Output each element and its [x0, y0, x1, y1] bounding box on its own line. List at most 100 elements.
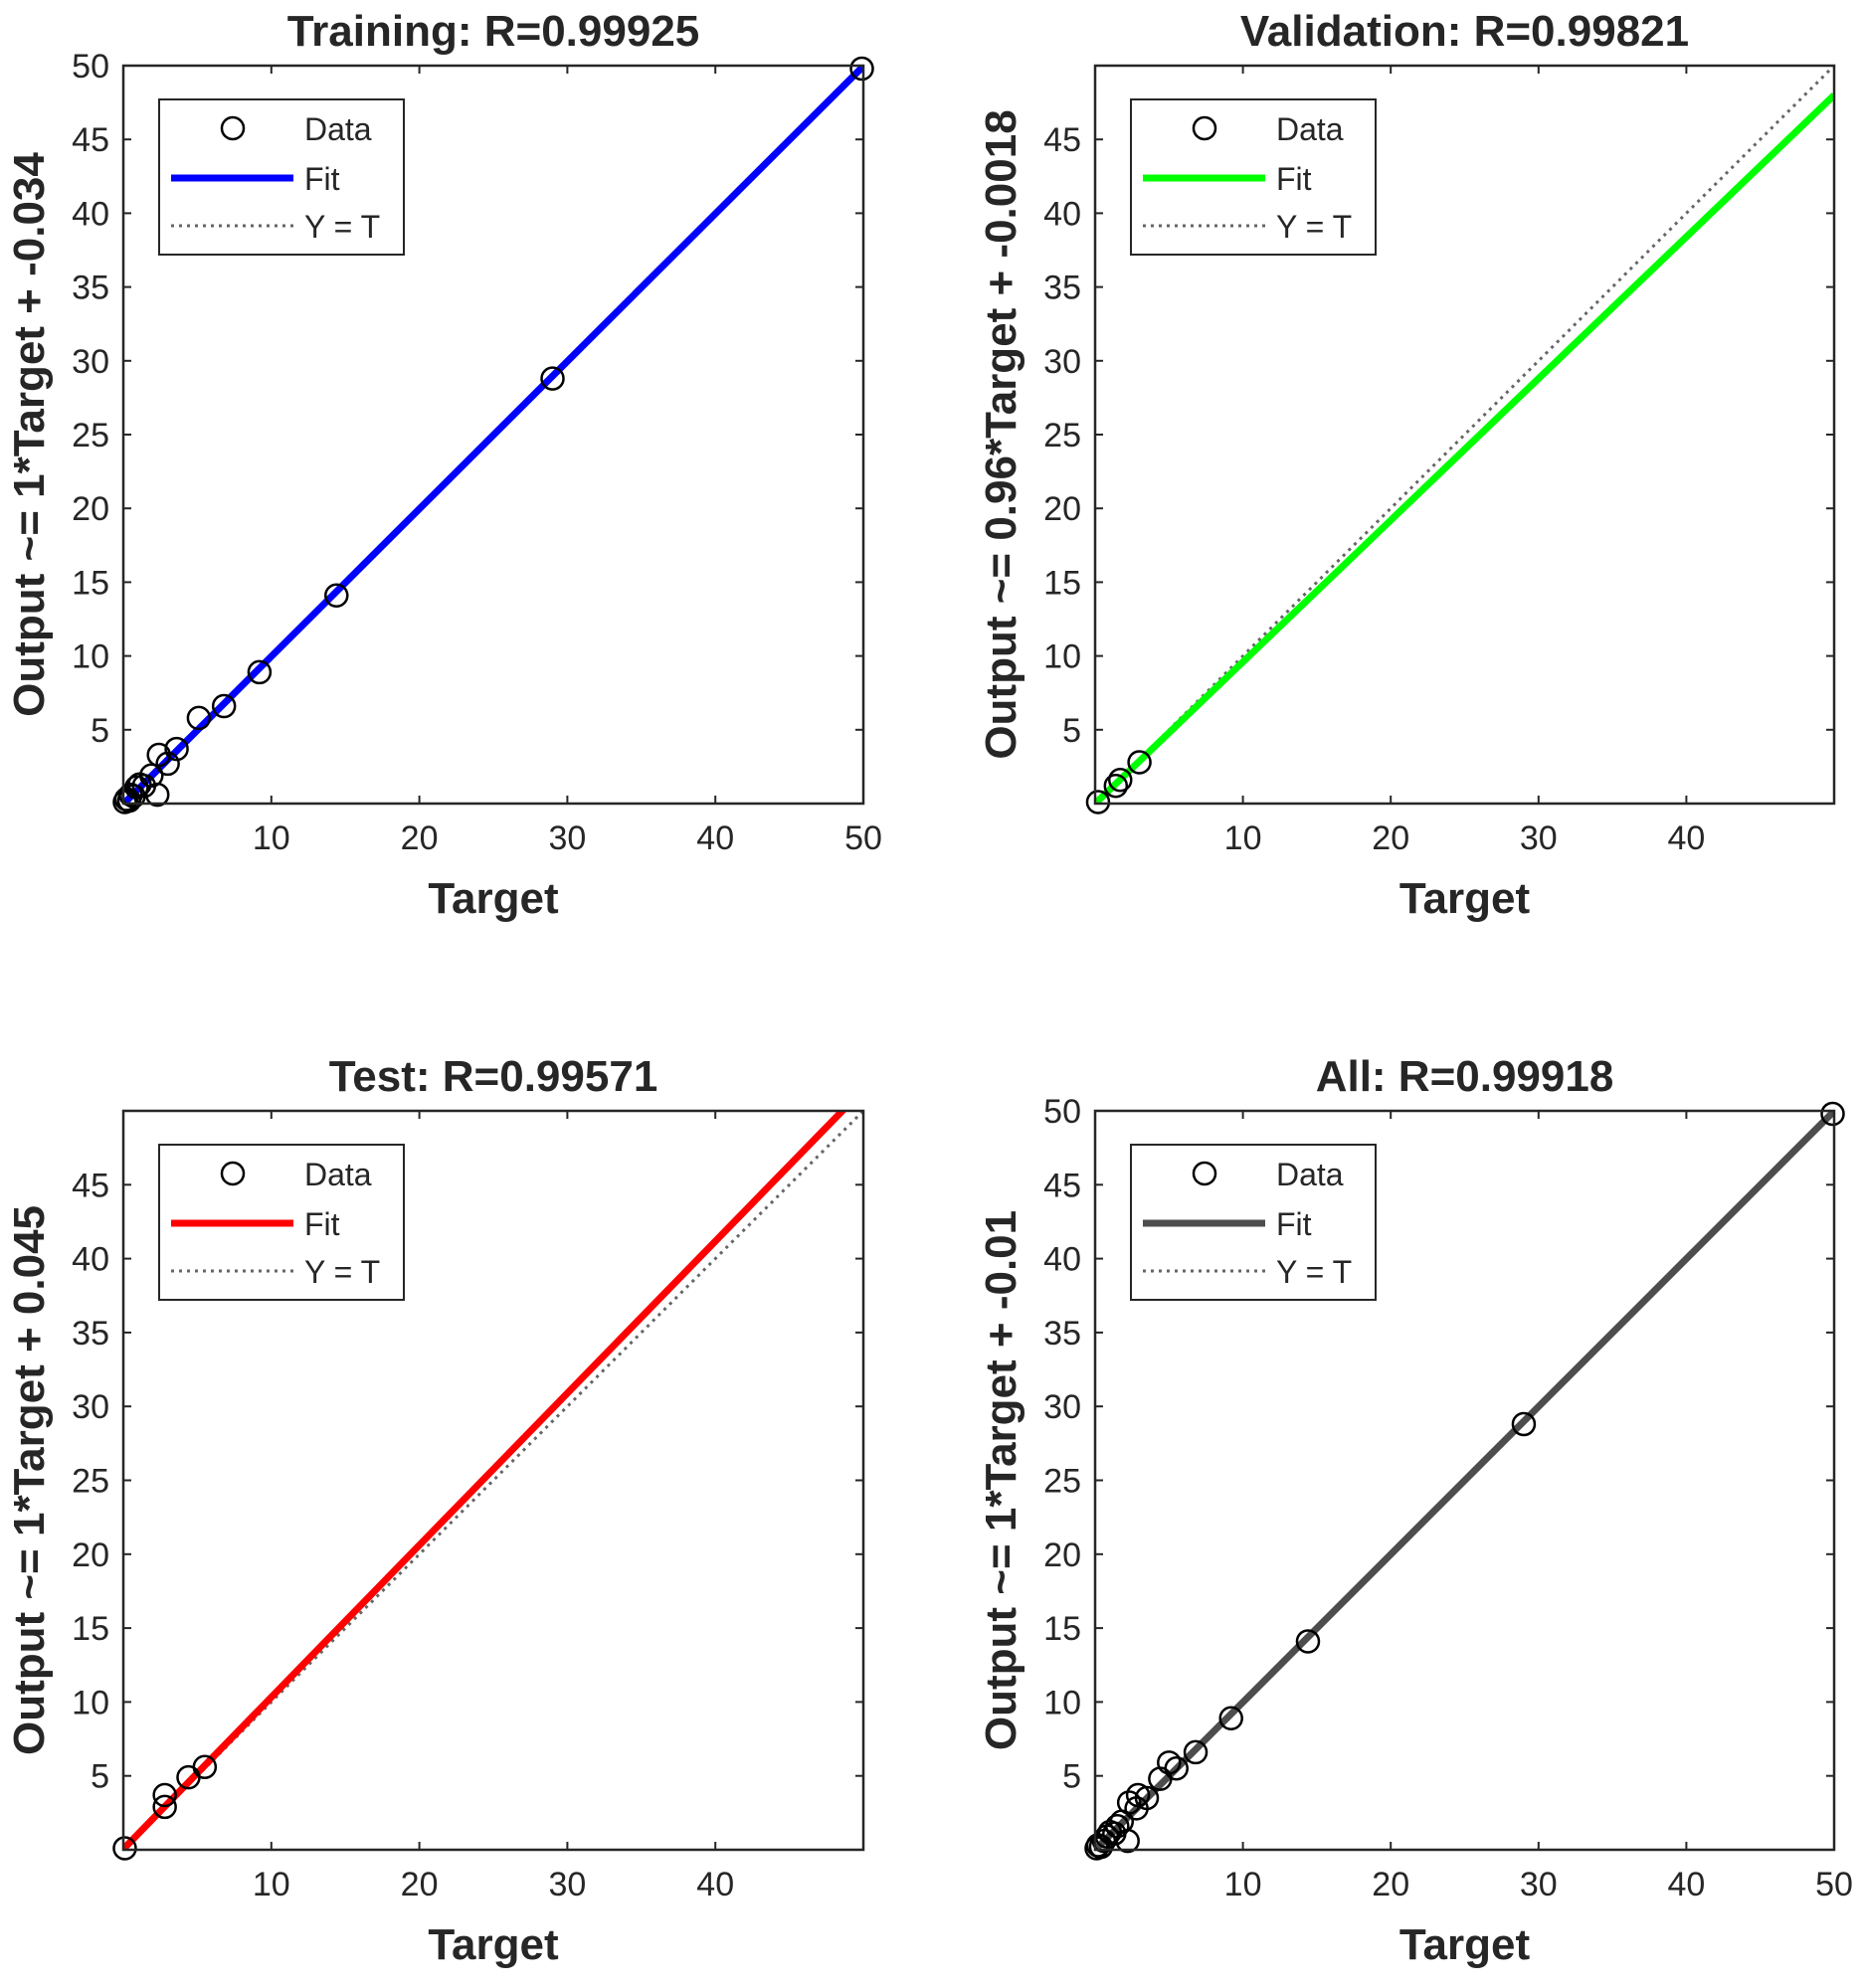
- x-tick-label: 30: [1520, 819, 1558, 857]
- data-point: [1127, 750, 1152, 775]
- y-tick-label: 25: [72, 417, 109, 454]
- x-tick-label: 20: [401, 819, 439, 857]
- data-point: [211, 693, 237, 719]
- data-point: [152, 1794, 177, 1820]
- fit-line: [123, 1111, 847, 1850]
- data-point: [849, 56, 874, 82]
- x-tick-label: 40: [1667, 819, 1705, 857]
- data-point: [144, 782, 170, 808]
- data-point: [1218, 1706, 1243, 1730]
- axes-frame: [1093, 1109, 1836, 1852]
- y-tick-label: 50: [72, 48, 109, 86]
- y-tick-label: 25: [1043, 1463, 1081, 1501]
- legend-identity-label: Y = T: [1276, 209, 1352, 245]
- y-tick-label: 5: [1062, 1758, 1081, 1796]
- data-point: [1164, 1756, 1189, 1781]
- y-tick-label: 35: [1043, 1315, 1081, 1353]
- data-point: [1295, 1629, 1321, 1654]
- data-point: [247, 659, 273, 685]
- y-tick-label: 5: [1062, 712, 1081, 750]
- legend-fit-label: Fit: [304, 161, 340, 197]
- x-axis-label: Target: [1399, 1920, 1531, 1969]
- regression-panel-2: Validation: R=0.99821 10 20 30 40 5 10 15 20 25 30…: [977, 7, 1836, 923]
- data-point: [1085, 790, 1111, 814]
- y-tick-label: 10: [1043, 638, 1081, 676]
- axes-frame: [1093, 64, 1836, 806]
- data-point: [1511, 1411, 1537, 1437]
- data-point: [1134, 1785, 1160, 1811]
- legend-data-label: Data: [304, 1157, 372, 1192]
- fit-line: [1095, 1111, 1834, 1850]
- data-point: [152, 1782, 177, 1808]
- plot-content: [123, 66, 863, 804]
- y-tick-label: 35: [1043, 270, 1081, 307]
- x-tick-label: 10: [1224, 819, 1262, 857]
- y-tick-label: 35: [72, 270, 109, 307]
- legend-data-label: Data: [1276, 1157, 1344, 1192]
- y-tick-label: 45: [72, 121, 109, 159]
- data-point: [186, 705, 212, 731]
- data-point: [324, 583, 349, 609]
- data-point: [1108, 768, 1133, 793]
- panel-title: Training: R=0.99925: [287, 7, 700, 56]
- legend-data-marker: [1192, 115, 1217, 141]
- x-tick-label: 10: [1224, 1866, 1262, 1903]
- y-tick-label: 30: [1043, 343, 1081, 381]
- y-tick-label: 10: [72, 1684, 109, 1721]
- regression-panel-4: All: R=0.99918 10 20 30 40 50 5 10 15 20 25 30 35 40 4…: [977, 1052, 1853, 1969]
- x-tick-label: 50: [844, 819, 882, 857]
- y-tick-label: 15: [72, 564, 109, 602]
- y-axis-label: Output ~= 1*Target + -0.034: [5, 152, 54, 717]
- y-tick-label: 20: [1043, 1536, 1081, 1574]
- y-tick-label: 40: [1043, 1241, 1081, 1279]
- y-tick-label: 20: [1043, 490, 1081, 528]
- x-tick-label: 40: [696, 1866, 734, 1903]
- y-tick-label: 40: [72, 1241, 109, 1279]
- data-point: [1116, 1790, 1142, 1815]
- panel-title: Validation: R=0.99821: [1240, 7, 1689, 56]
- data-point: [155, 751, 180, 777]
- y-tick-label: 35: [72, 1315, 109, 1353]
- y-tick-label: 45: [72, 1167, 109, 1204]
- legend-data-marker: [220, 1161, 246, 1186]
- data-point: [1183, 1739, 1209, 1765]
- plot-content: [123, 1111, 863, 1850]
- x-tick-label: 50: [1815, 1866, 1853, 1903]
- fit-line: [123, 66, 863, 804]
- x-axis-label: Target: [428, 1920, 559, 1969]
- x-tick-label: 40: [696, 819, 734, 857]
- y-tick-label: 50: [1043, 1093, 1081, 1131]
- legend-data-label: Data: [304, 111, 372, 147]
- legend-fit-label: Fit: [1276, 1206, 1312, 1242]
- plot-content: [1095, 1111, 1834, 1850]
- y-axis-label: Output ~= 1*Target + -0.01: [977, 1210, 1025, 1750]
- x-tick-label: 20: [1372, 819, 1409, 857]
- y-tick-label: 10: [1043, 1684, 1081, 1721]
- x-axis-label: Target: [1399, 874, 1531, 923]
- y-tick-label: 40: [72, 195, 109, 233]
- y-tick-label: 45: [1043, 121, 1081, 159]
- y-tick-label: 15: [72, 1610, 109, 1648]
- y-tick-label: 30: [72, 343, 109, 381]
- panel-title: Test: R=0.99571: [329, 1052, 658, 1101]
- x-tick-label: 30: [548, 819, 586, 857]
- legend: Data Fit Y = T: [158, 98, 405, 256]
- y-tick-label: 40: [1043, 195, 1081, 233]
- x-tick-label: 20: [1372, 1866, 1409, 1903]
- data-point: [164, 736, 189, 762]
- legend-identity-label: Y = T: [304, 1254, 380, 1290]
- axes-frame: [121, 1109, 865, 1852]
- legend-fit-label: Fit: [1276, 161, 1312, 197]
- x-axis-label: Target: [428, 874, 559, 923]
- panel-title: All: R=0.99918: [1316, 1052, 1614, 1101]
- regression-panel-3: Test: R=0.99571 10 20 30 40 5 10 15 20 25 30 35 40 45…: [5, 1052, 865, 1969]
- data-point: [1157, 1750, 1182, 1775]
- x-tick-label: 10: [253, 819, 290, 857]
- data-point: [192, 1754, 218, 1780]
- legend: Data Fit Y = T: [1130, 98, 1377, 256]
- y-axis-label: Output ~= 0.96*Target + -0.0018: [977, 109, 1025, 759]
- y-axis-label: Output ~= 1*Target + 0.045: [5, 1205, 54, 1755]
- legend-fit-label: Fit: [304, 1206, 340, 1242]
- y-tick-label: 15: [1043, 564, 1081, 602]
